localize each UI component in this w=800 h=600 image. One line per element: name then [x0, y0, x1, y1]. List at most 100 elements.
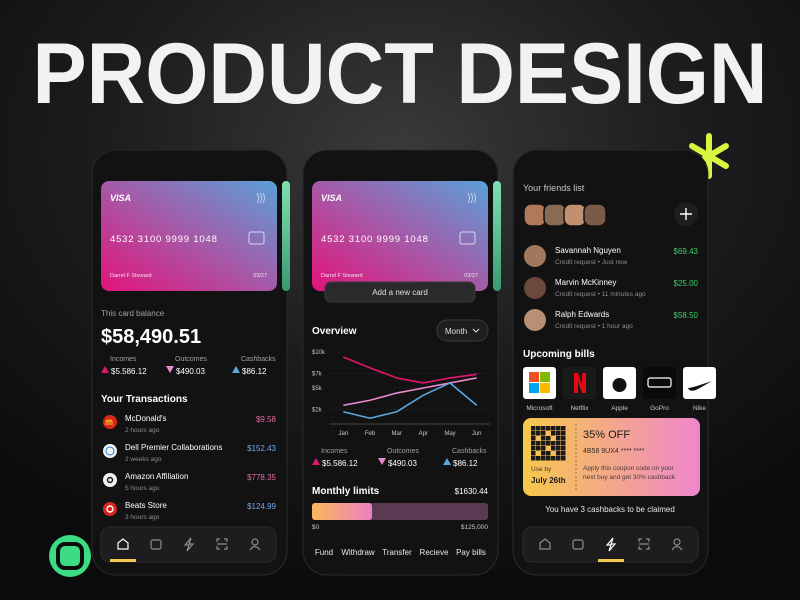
- transaction-time: 2 weeks ago: [125, 456, 162, 463]
- contactless-icon: [473, 192, 476, 204]
- transaction-name: Beats Store: [125, 501, 167, 510]
- action-button[interactable]: Pay bills: [456, 548, 486, 557]
- nav-icon: [150, 539, 162, 550]
- action-button[interactable]: Recieve: [420, 548, 449, 557]
- nav-icon: [216, 538, 228, 550]
- card-brand: VISA: [321, 193, 342, 203]
- user-body: [671, 545, 683, 551]
- microsoft-glyph: [529, 372, 539, 382]
- coupon-description: Apply this coupon code on your: [583, 465, 675, 472]
- qr-cell: [536, 426, 541, 431]
- transaction-amount: $152.43: [247, 444, 276, 453]
- scan-icon: [638, 538, 650, 550]
- limits-max: $125,000: [461, 524, 488, 531]
- friend-avatar: [563, 203, 587, 227]
- friend-amount: $58.50: [674, 311, 699, 320]
- wallet-icon: [572, 539, 584, 550]
- qr-cell: [531, 426, 536, 431]
- wallet-icon: [150, 539, 162, 550]
- y-tick-label: $5k: [312, 386, 323, 392]
- microsoft-glyph: [540, 372, 550, 382]
- qr-cell: [541, 446, 546, 451]
- qr-cell: [556, 441, 561, 446]
- qr-cell: [556, 426, 561, 431]
- legend-label: Cashbacks: [452, 448, 487, 455]
- friend-photo: [524, 309, 546, 331]
- contactless-icon: [262, 192, 265, 204]
- microsoft-glyph: [529, 383, 539, 393]
- stat-value: $490.03: [176, 367, 205, 376]
- friend-note: Credit request • Just now: [555, 259, 628, 266]
- transaction-name: Amazon Affiliation: [125, 472, 188, 481]
- legend-value: $490.03: [388, 459, 417, 468]
- qr-cell: [531, 456, 536, 461]
- legend-label: Incomes: [321, 448, 348, 455]
- action-button[interactable]: Withdraw: [341, 548, 375, 557]
- gopro-glyph: [647, 377, 672, 388]
- nav-icon: [183, 537, 195, 552]
- qr-cell: [556, 446, 561, 451]
- qr-cell: [561, 456, 566, 461]
- qr-cell: [531, 436, 536, 441]
- card-chip: [459, 231, 476, 245]
- stat-label: Outcomes: [175, 356, 207, 363]
- x-tick-label: Feb: [365, 431, 376, 437]
- legend-value: $86.12: [453, 459, 478, 468]
- qr-cell: [546, 436, 551, 441]
- contactless-icon: [467, 192, 470, 204]
- mcdonalds-glyph: [105, 419, 113, 425]
- card-peek: [493, 181, 501, 291]
- contactless-icon: [256, 192, 259, 204]
- qr-cell: [551, 426, 556, 431]
- x-tick-label: Apr: [419, 431, 428, 437]
- contactless-icon: [470, 192, 473, 204]
- page-title: PRODUCT DESIGN: [33, 26, 768, 122]
- qr-cell: [556, 436, 561, 441]
- qr-cell: [536, 446, 541, 451]
- bolt-icon: [605, 537, 617, 552]
- section-title: Monthly limits: [312, 486, 380, 497]
- card-holder: Darrel F Steward: [321, 273, 363, 279]
- stat-marker: [101, 366, 109, 373]
- transaction-time: 5 hours ago: [125, 485, 160, 492]
- qr-cell: [541, 431, 546, 436]
- period-select: [436, 319, 489, 342]
- nav-icon: [249, 538, 261, 551]
- plus-icon: [680, 208, 692, 220]
- action-button[interactable]: Fund: [315, 548, 333, 557]
- qr-cell: [561, 431, 566, 436]
- qr-cell: [541, 456, 546, 461]
- qr-cell: [561, 426, 566, 431]
- y-tick-label: $10k: [312, 350, 326, 356]
- stat-label: Cashbacks: [241, 356, 276, 363]
- coupon-use-by: July 26th: [531, 476, 566, 485]
- friend-photo: [524, 245, 546, 267]
- friend-note: Credit request • 1 hour ago: [555, 323, 633, 330]
- qr-cell: [561, 441, 566, 446]
- microsoft-glyph: [540, 383, 550, 393]
- nav-active: [598, 559, 624, 562]
- action-button[interactable]: Transfer: [382, 548, 412, 557]
- nav-icon: [572, 539, 584, 550]
- apple-glyph: [612, 378, 627, 392]
- bill-label: Nike: [693, 405, 706, 412]
- section-title: Upcoming bills: [523, 349, 595, 360]
- coupon: [523, 418, 700, 496]
- user-body: [249, 545, 261, 551]
- stat-value: $86.12: [242, 367, 267, 376]
- transaction-amount: $9.58: [256, 415, 277, 424]
- bill-label: GoPro: [650, 405, 669, 412]
- friend-name: Marvin McKinney: [555, 278, 616, 287]
- card-expiry: 03/27: [253, 273, 267, 279]
- nav-icon: [117, 538, 129, 550]
- home-icon: [117, 538, 129, 550]
- home-icon: [539, 538, 551, 550]
- card-number: 4532 3100 9999 1048: [110, 234, 218, 245]
- coupon-headline: 35% OFF: [583, 429, 630, 441]
- qr-cell: [551, 431, 556, 436]
- coupon-use-by-label: Use by: [531, 466, 552, 473]
- period-label: Month: [445, 327, 467, 336]
- qr-cell: [551, 456, 556, 461]
- qr-cell: [556, 456, 561, 461]
- section-title: Overview: [312, 326, 357, 337]
